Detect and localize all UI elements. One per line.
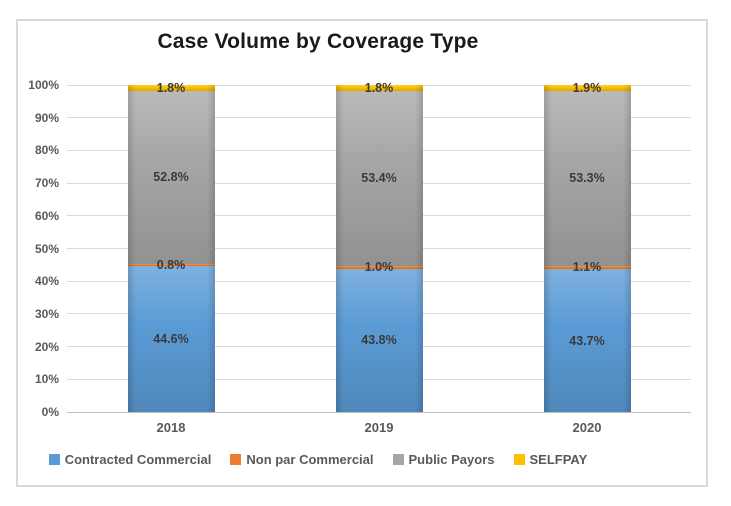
data-label-non-par-commercial: 1.0%: [364, 260, 394, 275]
y-axis-tick-label: 60%: [34, 208, 59, 223]
data-label-non-par-commercial: 1.1%: [572, 260, 602, 275]
chart-frame: Case Volume by Coverage Type 0% 10% 20% 30%…: [16, 19, 708, 487]
legend-item-selfpay: SELFPAY: [513, 452, 588, 467]
legend-item-public-payors: Public Payors: [392, 452, 495, 467]
legend-swatch-icon: [513, 454, 525, 465]
segment-public-payors: [335, 90, 423, 266]
data-label-public-payors: 53.3%: [569, 171, 605, 186]
bar-2018: 44.6% 0.8% 52.8% 1.8%: [127, 81, 215, 412]
legend-label: Non par Commercial: [246, 452, 374, 467]
segment-non-par-commercial: [127, 263, 215, 267]
plot-area: 0% 10% 20% 30% 40% 50% 60% 70% 80% 90% 100% 44.6% 0.…: [28, 78, 691, 419]
y-axis-tick-label: 30%: [34, 306, 59, 321]
y-axis-tick-label: 40%: [34, 274, 59, 289]
legend-label: Contracted Commercial: [64, 452, 212, 467]
legend-swatch-icon: [392, 454, 404, 465]
legend: Contracted Commercial Non par Commercial P…: [18, 452, 618, 467]
legend-swatch-icon: [48, 454, 60, 465]
y-axis-tick-label: 10%: [34, 372, 59, 387]
segment-non-par-commercial: [543, 265, 631, 270]
legend-item-contracted-commercial: Contracted Commercial: [48, 452, 212, 467]
legend-label: SELFPAY: [529, 452, 588, 467]
y-axis-tick-label: 0%: [41, 405, 59, 419]
legend-label: Public Payors: [408, 452, 495, 467]
data-label-selfpay: 1.8%: [364, 80, 394, 95]
y-axis-tick-label: 100%: [28, 78, 59, 92]
segment-non-par-commercial: [335, 265, 423, 269]
y-axis-tick-label: 80%: [34, 143, 59, 158]
segment-selfpay: [127, 85, 215, 91]
data-label-contracted-commercial: 43.8%: [361, 333, 397, 348]
segment-public-payors: [127, 90, 215, 264]
segment-contracted-commercial: [127, 266, 215, 412]
gridline: [67, 84, 691, 86]
chart-title: Case Volume by Coverage Type: [157, 30, 479, 53]
data-label-contracted-commercial: 44.6%: [153, 332, 189, 347]
data-label-public-payors: 52.8%: [153, 170, 189, 185]
y-axis-tick-label: 90%: [34, 110, 59, 125]
segment-public-payors: [543, 91, 631, 266]
data-label-non-par-commercial: 0.8%: [156, 257, 186, 272]
y-axis-tick-label: 20%: [34, 339, 59, 354]
segment-contracted-commercial: [543, 269, 631, 412]
x-axis-label-2019: 2019: [364, 420, 394, 435]
data-label-selfpay: 1.9%: [572, 81, 602, 96]
segment-selfpay: [543, 85, 631, 92]
data-label-contracted-commercial: 43.7%: [569, 333, 605, 348]
x-axis-line: [67, 411, 691, 413]
bar-2019: 43.8% 1.0% 53.4% 1.8%: [335, 81, 423, 412]
segment-selfpay: [335, 85, 423, 91]
legend-swatch-icon: [230, 454, 242, 465]
y-axis-tick-label: 70%: [34, 176, 59, 191]
x-axis-label-2020: 2020: [572, 420, 602, 435]
y-axis-tick-label: 50%: [34, 241, 59, 256]
data-label-public-payors: 53.4%: [361, 171, 397, 186]
segment-contracted-commercial: [335, 268, 423, 412]
x-axis-label-2018: 2018: [156, 420, 186, 435]
bar-2020: 43.7% 1.1% 53.3% 1.9%: [543, 81, 631, 412]
legend-item-non-par-commercial: Non par Commercial: [230, 452, 374, 467]
data-label-selfpay: 1.8%: [156, 80, 186, 95]
